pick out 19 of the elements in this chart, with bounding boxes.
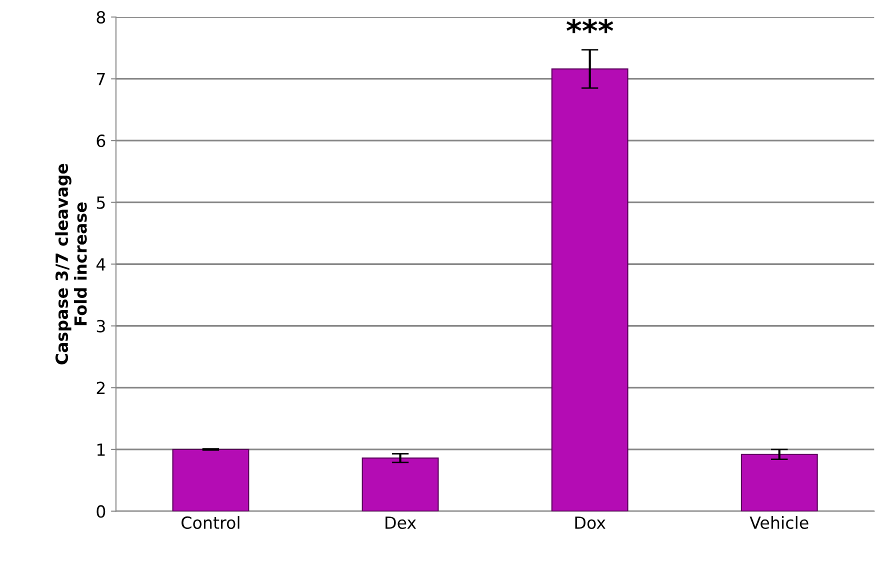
bar <box>740 454 818 512</box>
x-tick-label: Dex <box>386 516 416 529</box>
y-tick-label: 1 <box>97 444 105 456</box>
x-tick-label: Dox <box>575 516 606 529</box>
y-axis-title: Caspase 3/7 cleavage Fold increase <box>55 164 87 364</box>
x-tick-label: Vehicle <box>750 516 808 529</box>
y-tick-label: 7 <box>97 72 105 86</box>
annotation: *** <box>566 18 614 34</box>
bar <box>551 68 628 512</box>
y-tick-label: 4 <box>96 258 106 270</box>
bar <box>172 448 250 512</box>
bar <box>362 458 439 512</box>
y-tick-label: 3 <box>96 320 105 332</box>
y-tick-label: 0 <box>96 505 106 518</box>
y-tick-label: 5 <box>96 196 105 209</box>
x-tick-label: Control <box>182 516 240 529</box>
y-tick-label: 8 <box>96 11 106 24</box>
y-tick-label: 6 <box>96 134 106 148</box>
y-tick-label: 2 <box>96 382 105 394</box>
